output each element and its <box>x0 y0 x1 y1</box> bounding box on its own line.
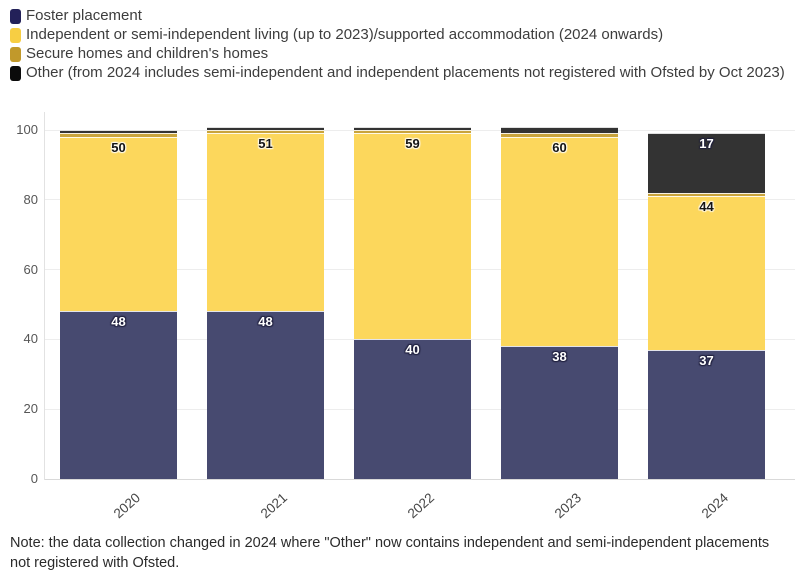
legend-item-0: Foster placement <box>10 8 785 24</box>
y-axis-tick-label: 60 <box>23 261 38 277</box>
legend-item-1: Independent or semi-independent living (… <box>10 27 785 43</box>
x-axis-tick-label: 2024 <box>698 490 731 522</box>
x-axis-tick-label: 2022 <box>404 490 437 522</box>
bar-value-label: 48 <box>111 314 126 330</box>
bar-value-label: 51 <box>258 136 273 152</box>
x-axis-tick-label: 2020 <box>110 490 143 522</box>
bar-segment-2024-2 <box>648 192 765 197</box>
bar-segment-2020-3 <box>60 130 177 134</box>
footnote: Note: the data collection changed in 202… <box>10 535 770 572</box>
bar-segment-2024-3 <box>648 133 765 193</box>
legend-swatch-icon <box>10 27 21 43</box>
bar-segment-2023-1 <box>501 136 618 347</box>
bar-segment-2023-2 <box>501 133 618 137</box>
y-axis-tick-label: 20 <box>23 401 38 417</box>
bar-value-label: 40 <box>405 342 420 358</box>
bar-segment-2020-0 <box>60 311 177 479</box>
legend-item-label: Other (from 2024 includes semi-independe… <box>26 64 785 81</box>
legend-item-3: Other (from 2024 includes semi-independe… <box>10 65 785 81</box>
legend-item-label: Secure homes and children's homes <box>26 45 269 62</box>
legend-swatch-icon <box>10 46 21 62</box>
bar-segment-2022-3 <box>354 126 471 130</box>
bar-value-label: 37 <box>699 352 714 368</box>
bar-segment-2022-0 <box>354 339 471 479</box>
y-axis-tick-label: 40 <box>23 331 38 347</box>
bar-segment-2022-1 <box>354 133 471 340</box>
bar-segment-2021-0 <box>207 311 324 479</box>
bar-segment-2022-2 <box>354 130 471 134</box>
bar-segment-2024-1 <box>648 196 765 350</box>
bar-value-label: 50 <box>111 139 126 155</box>
y-axis-line <box>44 112 45 480</box>
bar-value-label: 38 <box>552 349 567 365</box>
bar-segment-2021-2 <box>207 130 324 134</box>
bar-segment-2020-2 <box>60 133 177 137</box>
bar-segment-2021-1 <box>207 133 324 312</box>
y-axis-tick-label: 80 <box>23 191 38 207</box>
x-axis-tick-label: 2023 <box>551 490 584 522</box>
bar-value-label: 44 <box>699 199 714 215</box>
bar-segment-2021-3 <box>207 126 324 130</box>
y-axis-tick-label: 100 <box>16 122 38 137</box>
legend: Foster placement Independent or semi-inde… <box>10 8 785 81</box>
legend-swatch-icon <box>10 65 21 81</box>
legend-item-label: Foster placement <box>26 7 142 24</box>
bar-value-label: 59 <box>405 136 420 152</box>
legend-item-label: Independent or semi-independent living (… <box>26 26 664 43</box>
bar-segment-2024-0 <box>648 349 765 479</box>
legend-item-2: Secure homes and children's homes <box>10 46 785 62</box>
bar-value-label: 48 <box>258 314 273 330</box>
bar-segment-2020-1 <box>60 136 177 312</box>
legend-swatch-icon <box>10 8 21 24</box>
bar-segment-2023-0 <box>501 346 618 479</box>
gridline-0 <box>44 478 795 480</box>
x-axis-tick-label: 2021 <box>257 490 290 522</box>
bar-value-label: 17 <box>699 136 714 152</box>
bar-segment-2023-3 <box>501 126 618 134</box>
y-axis-tick-label: 0 <box>30 471 38 486</box>
bar-value-label: 60 <box>552 139 567 155</box>
